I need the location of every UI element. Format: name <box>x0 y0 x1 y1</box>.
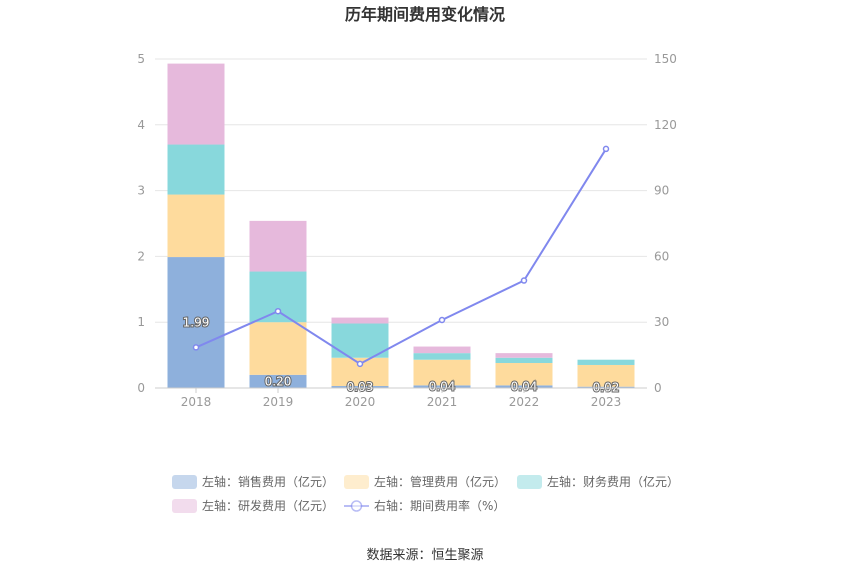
bar-segment <box>249 374 307 388</box>
x-tick-label: 2022 <box>509 395 540 409</box>
bar-segment <box>249 220 307 272</box>
x-tick-label: 2023 <box>591 395 622 409</box>
x-tick-label: 2020 <box>345 395 376 409</box>
rate-line <box>192 145 610 368</box>
data-label: 0.03 <box>347 380 374 394</box>
y-right-tick-label: 30 <box>654 315 669 329</box>
data-label: 0.04 <box>429 380 456 394</box>
y-left-tick-label: 1 <box>137 315 145 329</box>
data-label: 0.02 <box>593 380 620 394</box>
bar-segment <box>167 257 225 388</box>
bar-segment <box>495 357 553 363</box>
y-left-tick-label: 4 <box>137 118 145 132</box>
legend-label: 左轴：研发费用（亿元） <box>202 498 334 513</box>
data-label: 0.20 <box>265 374 292 388</box>
bar-segment <box>249 271 307 323</box>
legend: 左轴：销售费用（亿元） 左轴：管理费用（亿元） 左轴：财务费用（亿元） 左轴：研发费用… <box>172 474 679 513</box>
rate-point <box>192 344 200 351</box>
bars <box>167 63 635 388</box>
bar-segment <box>331 386 389 388</box>
y-left-tick-label: 3 <box>137 184 145 198</box>
y-right-tick-label: 120 <box>654 118 677 132</box>
rate-point <box>274 307 282 315</box>
y-left-tick-label: 5 <box>137 52 145 66</box>
grid <box>155 58 647 323</box>
rate-point <box>356 360 364 368</box>
bar-segment <box>167 63 225 145</box>
bar-segment <box>495 385 553 388</box>
bar-segment <box>413 385 471 388</box>
data-label: 1.99 <box>183 316 210 330</box>
legend-label: 左轴：管理费用（亿元） <box>374 474 506 489</box>
bar-segment <box>495 362 553 386</box>
bar-segment <box>249 322 307 375</box>
bar-segment <box>413 359 471 386</box>
chart-title: 历年期间费用变化情况 <box>345 5 505 24</box>
x-tick-label: 2018 <box>181 395 212 409</box>
x-tick-label: 2019 <box>263 395 294 409</box>
x-tick-label: 2021 <box>427 395 458 409</box>
bar-segment <box>577 359 635 365</box>
data-label: 0.04 <box>511 380 538 394</box>
bar-segment <box>167 144 225 195</box>
y-right-tick-label: 90 <box>654 184 669 198</box>
rate-line-path <box>195 148 607 366</box>
source-note: 数据来源：恒生聚源 <box>366 548 483 563</box>
y-right-tick-label: 0 <box>654 381 662 395</box>
legend-swatch <box>172 475 197 489</box>
rate-point <box>438 316 446 324</box>
axes: 0 1 2 3 4 5 0 30 60 90 120 150 2018 2019 2020 2021 2022 2… <box>137 52 677 409</box>
legend-label: 左轴：销售费用（亿元） <box>202 474 334 489</box>
y-left-tick-label: 2 <box>137 249 145 263</box>
bar-segment <box>577 386 635 388</box>
bar-segment <box>413 353 471 360</box>
y-right-tick-label: 60 <box>654 249 669 263</box>
y-right-tick-label: 150 <box>654 52 677 66</box>
legend-line-marker <box>350 500 363 512</box>
bar-segment <box>413 346 471 354</box>
bar-segment <box>167 194 225 258</box>
rate-point <box>602 145 610 153</box>
legend-swatch <box>172 499 197 513</box>
legend-swatch <box>344 475 369 489</box>
legend-swatch <box>517 475 542 489</box>
rate-point <box>520 277 528 284</box>
bar-segment <box>495 353 553 358</box>
bar-segment <box>331 317 389 324</box>
bar-segment <box>577 364 635 387</box>
data-labels: 1.99 0.20 0.03 0.04 0.04 0.02 <box>182 315 621 396</box>
legend-label: 左轴：财务费用（亿元） <box>547 474 679 489</box>
y-left-tick-label: 0 <box>137 381 145 395</box>
legend-label: 右轴：期间费用率（%） <box>374 498 505 513</box>
